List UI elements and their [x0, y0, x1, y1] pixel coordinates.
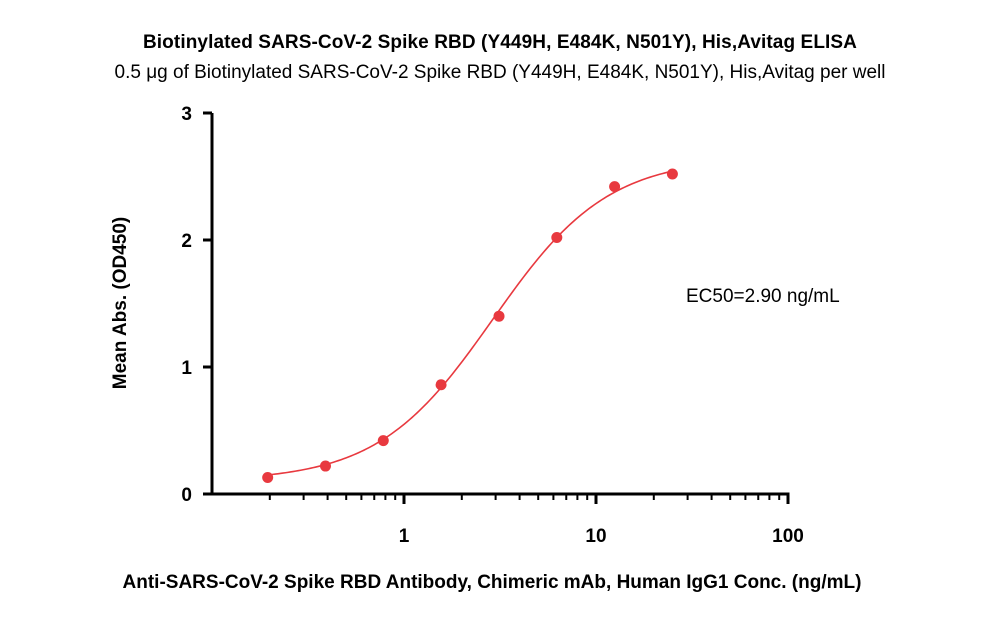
- data-point: [377, 435, 389, 447]
- ec50-annotation: EC50=2.90 ng/mL: [686, 286, 840, 307]
- x-tick-label: 100: [772, 526, 804, 547]
- x-tick-label: 1: [399, 526, 410, 547]
- y-tick-label: 2: [181, 231, 192, 252]
- y-tick-label: 0: [181, 485, 192, 506]
- chart-subtitle: 0.5 μg of Biotinylated SARS-CoV-2 Spike …: [114, 62, 886, 83]
- data-point: [493, 310, 505, 322]
- x-tick-label: 10: [585, 526, 606, 547]
- data-point: [666, 168, 678, 180]
- data-point: [435, 379, 447, 391]
- data-point: [319, 460, 331, 472]
- chart-title: Biotinylated SARS-CoV-2 Spike RBD (Y449H…: [142, 32, 857, 53]
- y-axis-label: Mean Abs. (OD450): [110, 217, 131, 389]
- data-point: [551, 231, 563, 243]
- fit-curve: [267, 170, 673, 476]
- y-tick-label: 3: [181, 104, 192, 125]
- x-axis-label: Anti-SARS-CoV-2 Spike RBD Antibody, Chim…: [123, 572, 862, 593]
- data-point: [262, 471, 274, 483]
- y-tick-label: 1: [181, 358, 192, 379]
- data-point: [609, 181, 621, 193]
